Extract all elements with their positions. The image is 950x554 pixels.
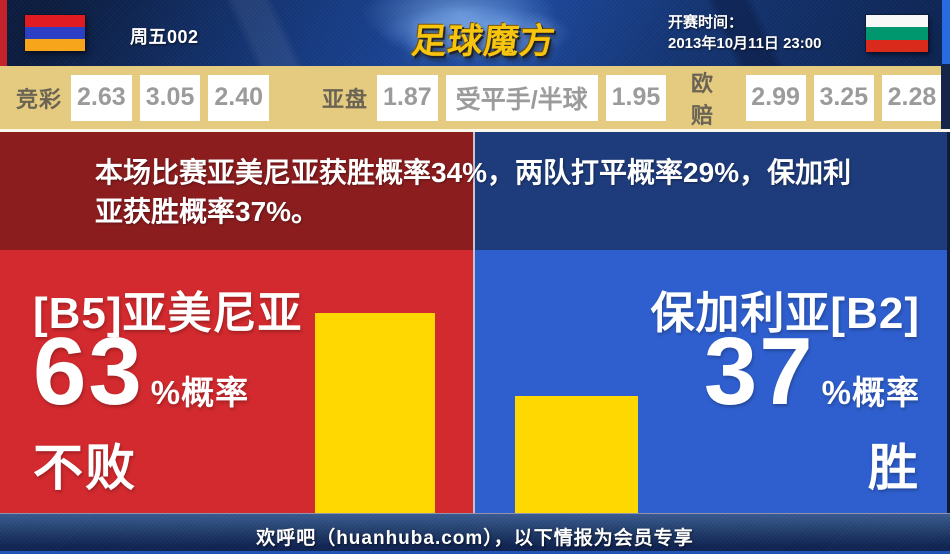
kickoff-datetime: 2013年10月11日 23:00 [668, 35, 822, 52]
oupei-odds-group: 欧赔 2.99 3.25 2.28 [691, 66, 950, 129]
away-percent-suffix: %概率 [821, 374, 920, 411]
site-logo: 足球魔方 [409, 22, 558, 61]
kickoff-time: 开赛时间： 2013年10月11日 23:00 [668, 12, 821, 54]
separator-line [0, 129, 950, 132]
oupei-home-odds: 2.99 [745, 74, 806, 121]
away-percent-value: 37 [703, 318, 815, 425]
logo-glow [345, 0, 605, 70]
panels-divider [473, 250, 475, 513]
prediction-panels: [B5]亚美尼亚 63 %概率 不败 保加利亚[B2] 37 %概率 胜 [0, 250, 950, 513]
oupei-label: 欧赔 [691, 70, 715, 128]
yapan-handicap: 受平手/半球 [445, 74, 598, 121]
yapan-home-odds: 1.87 [377, 74, 438, 121]
away-team-name: 保加利亚[B2] [650, 289, 920, 338]
armenia-flag [25, 15, 85, 51]
right-edge-sliver [947, 132, 950, 513]
yapan-away-odds: 1.95 [605, 74, 667, 121]
home-probability-bar [315, 313, 435, 513]
jingcai-odds-group: 竞彩 2.63 3.05 2.40 [16, 66, 277, 129]
jingcai-draw-odds: 3.05 [139, 74, 201, 121]
footer-bar: 欢呼吧（huanhuba.com），以下情报为会员专享 [0, 513, 950, 554]
jingcai-away-odds: 2.40 [208, 74, 270, 121]
match-number: 周五002 [130, 27, 199, 47]
oupei-draw-odds: 3.25 [813, 74, 874, 121]
banner-divider [473, 132, 475, 250]
jingcai-label: 竞彩 [16, 86, 63, 112]
home-team-name: [B5]亚美尼亚 [33, 289, 303, 338]
bulgaria-flag [866, 15, 928, 52]
odds-bar: 竞彩 2.63 3.05 2.40 亚盘 1.87 受平手/半球 1.95 欧赔… [0, 66, 950, 129]
home-outcome-label: 不败 [33, 440, 137, 496]
jingcai-home-odds: 2.63 [71, 74, 132, 121]
probability-summary-text: 本场比赛亚美尼亚获胜概率34%，两队打平概率29%，保加利亚获胜概率37%。 [95, 157, 852, 227]
footer-promo-text: 欢呼吧（huanhuba.com），以下情报为会员专享 [256, 528, 694, 549]
left-red-edge [0, 0, 7, 66]
banner-left-background [0, 132, 473, 250]
oupei-away-odds: 2.28 [881, 74, 942, 121]
kickoff-label: 开赛时间： [668, 14, 744, 31]
yapan-label: 亚盘 [322, 86, 369, 112]
odds-bar-right-cap [941, 66, 950, 129]
away-outcome-label: 胜 [868, 440, 920, 496]
home-percent-suffix: %概率 [150, 374, 250, 411]
home-percent-value: 63 [33, 318, 144, 425]
yapan-odds-group: 亚盘 1.87 受平手/半球 1.95 [322, 66, 674, 129]
probability-banner: 本场比赛亚美尼亚获胜概率34%，两队打平概率29%，保加利亚获胜概率37%。 [0, 132, 950, 250]
away-team-panel: 保加利亚[B2] 37 %概率 胜 [475, 250, 950, 513]
right-blue-edge [942, 0, 950, 64]
header-bar: 周五002 足球魔方 开赛时间： 2013年10月11日 23:00 [0, 0, 950, 70]
banner-right-background [475, 132, 950, 250]
away-probability-bar [515, 396, 638, 513]
home-probability: 63 %概率 [33, 318, 250, 425]
away-probability: 37 %概率 [703, 318, 920, 425]
